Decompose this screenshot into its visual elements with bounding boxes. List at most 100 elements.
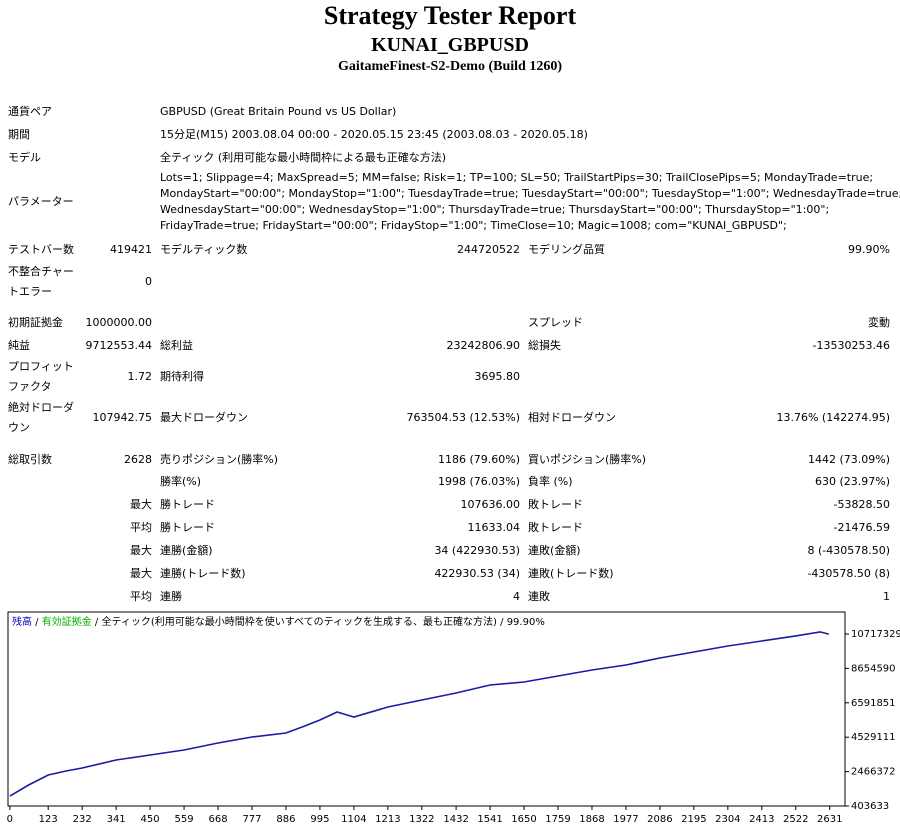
balance-chart: 残高 / 有効証拠金 / 全ティック(利用可能な最小時間枠を使いすべてのティック… [7, 611, 900, 825]
row-value: 34 (422930.53) [434, 544, 520, 557]
x-tick-label: 1432 [443, 814, 468, 825]
row-value: 平均 [130, 521, 152, 534]
row-label: 総取引数 [8, 453, 52, 466]
row-value: 1.72 [127, 370, 153, 383]
row-label: GBPUSD (Great Britain Pound vs US Dollar… [160, 105, 397, 118]
row-label: 不整合チャートエラー [8, 265, 74, 298]
x-tick-label: 0 [7, 814, 13, 825]
row-value: 1186 (79.60%) [437, 453, 520, 466]
y-tick-label: 8654590 [851, 663, 896, 674]
x-tick-label: 2195 [681, 814, 706, 825]
parameter-line: MondayStart="00:00"; MondayStop="1:00"; … [160, 187, 900, 200]
row-label: 連勝(トレード数) [160, 567, 246, 580]
x-tick-label: 1650 [511, 814, 536, 825]
y-tick-label: 403633 [851, 801, 889, 812]
row-label: 連敗 [528, 590, 550, 603]
chart-header: 残高 / 有効証拠金 / 全ティック(利用可能な最小時間枠を使いすべてのティック… [12, 615, 545, 628]
row-label: 敗トレード [528, 498, 583, 511]
plot-frame [7, 611, 846, 807]
x-tick-label: 777 [242, 814, 261, 825]
row-label: 総利益 [160, 339, 193, 352]
x-tick-label: 1977 [613, 814, 638, 825]
y-tick-label: 6591851 [851, 698, 896, 709]
row-value: 最大 [130, 544, 152, 557]
x-tick-label: 2522 [783, 814, 808, 825]
row-label: モデリング品質 [528, 243, 605, 256]
row-value: 2628 [124, 453, 152, 466]
row-label: 負率 (%) [528, 475, 573, 488]
x-tick-label: 559 [175, 814, 194, 825]
row-label: 初期証拠金 [8, 316, 63, 329]
y-tick-label: 2466372 [851, 767, 896, 778]
row-value: 1442 (73.09%) [807, 453, 890, 466]
row-value: 419421 [110, 243, 152, 256]
y-tick-label: 10717329 [851, 629, 900, 640]
x-tick-label: 668 [208, 814, 227, 825]
row-label: 全ティック (利用可能な最小時間枠による最も正確な方法) [160, 151, 447, 164]
row-label: 勝トレード [160, 521, 215, 534]
row-value: 8 (-430578.50) [807, 544, 890, 557]
x-tick-label: 2631 [817, 814, 842, 825]
x-tick-label: 1104 [341, 814, 366, 825]
row-label: 最大ドローダウン [160, 411, 248, 424]
row-label: プロフィットファクタ [8, 360, 74, 393]
row-value: 1998 (76.03%) [437, 475, 520, 488]
row-label: 期間 [8, 128, 30, 141]
row-value: -13530253.46 [812, 339, 890, 352]
row-value: -21476.59 [833, 521, 890, 534]
x-tick-label: 2304 [715, 814, 740, 825]
row-value: 23242806.90 [446, 339, 520, 352]
x-tick-label: 1322 [409, 814, 434, 825]
row-value: 107942.75 [92, 411, 153, 424]
row-label: 相対ドローダウン [528, 411, 616, 424]
parameter-line: FridayTrade=true; FridayStart="00:00"; F… [160, 219, 787, 232]
row-value: 9712553.44 [85, 339, 152, 352]
row-label: 連敗(金額) [528, 544, 581, 557]
header-part: / 全ティック(利用可能な最小時間枠を使いすべてのティックを生成する、最も正確な… [92, 615, 545, 628]
row-label: モデル [8, 151, 41, 164]
row-label: 純益 [8, 339, 30, 352]
row-value: -430578.50 (8) [807, 567, 890, 580]
row-label: 通貨ペア [8, 105, 52, 118]
balance-line [9, 631, 829, 797]
row-label: 勝率(%) [160, 475, 202, 488]
row-value: 107636.00 [460, 498, 521, 511]
row-label: モデルティック数 [160, 243, 248, 256]
x-tick-label: 450 [141, 814, 160, 825]
row-value: 最大 [130, 567, 152, 580]
row-value: 99.90% [848, 243, 890, 256]
x-tick-label: 995 [310, 814, 329, 825]
expert-name: KUNAI_GBPUSD [371, 34, 529, 56]
row-label: 連敗(トレード数) [528, 567, 614, 580]
x-tick-label: 1541 [477, 814, 502, 825]
row-label: 売りポジション(勝率%) [160, 453, 279, 466]
row-value: 422930.53 (34) [434, 567, 520, 580]
x-tick-label: 886 [276, 814, 295, 825]
row-label: パラメーター [8, 195, 74, 208]
row-value: 13.76% (142274.95) [776, 411, 890, 424]
report-title: Strategy Tester Report [323, 1, 577, 30]
row-label: 連勝(金額) [160, 544, 213, 557]
row-label: 連勝 [160, 590, 182, 603]
row-label: 勝トレード [160, 498, 215, 511]
x-tick-label: 1868 [579, 814, 604, 825]
x-tick-label: 123 [39, 814, 58, 825]
row-label: 期待利得 [160, 370, 204, 383]
y-tick-label: 4529111 [851, 732, 896, 743]
row-value: 変動 [868, 316, 890, 329]
parameter-line: WednesdayStart="00:00"; WednesdayStop="1… [160, 203, 830, 216]
x-tick-label: 1213 [375, 814, 400, 825]
row-value: 1000000.00 [85, 316, 152, 329]
x-tick-label: 2413 [749, 814, 774, 825]
row-value: 0 [145, 275, 152, 288]
row-value: 630 (23.97%) [814, 475, 890, 488]
row-label: 15分足(M15) 2003.08.04 00:00 - 2020.05.15 … [160, 128, 588, 141]
row-value: 最大 [130, 498, 152, 511]
row-label: スプレッド [528, 316, 583, 329]
parameter-line: Lots=1; Slippage=4; MaxSpread=5; MM=fals… [160, 171, 874, 184]
row-label: 絶対ドローダウン [8, 401, 74, 434]
row-value: 244720522 [457, 243, 520, 256]
row-label: 敗トレード [528, 521, 583, 534]
x-tick-label: 2086 [647, 814, 672, 825]
